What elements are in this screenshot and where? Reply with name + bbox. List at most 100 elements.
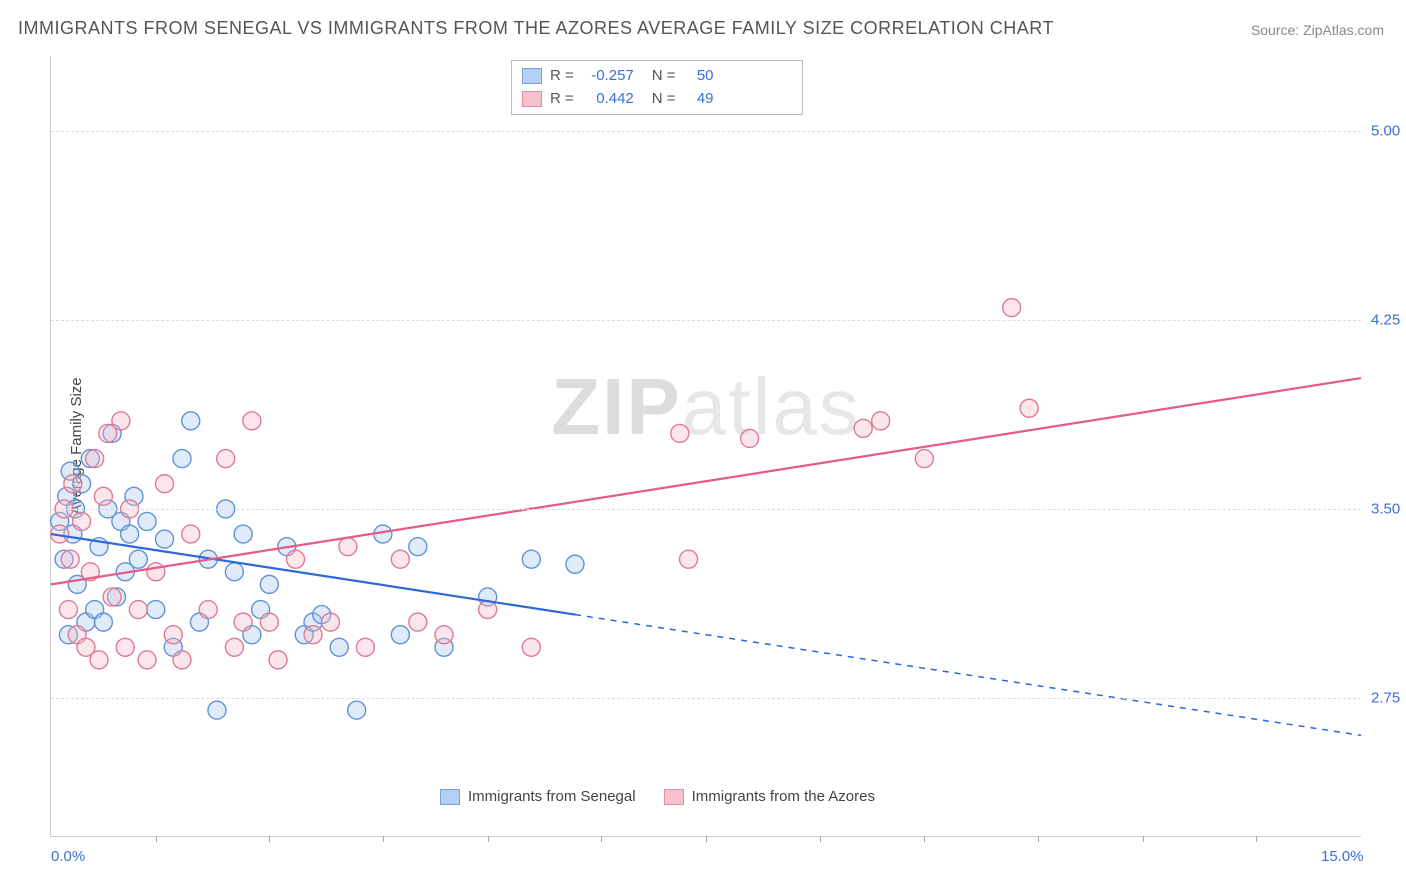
data-point xyxy=(103,588,121,606)
data-point xyxy=(199,601,217,619)
data-point xyxy=(129,601,147,619)
gridline xyxy=(51,509,1361,510)
data-point xyxy=(138,651,156,669)
legend-n-label: N = xyxy=(652,65,676,88)
bottom-legend: Immigrants from Senegal Immigrants from t… xyxy=(440,788,875,805)
data-point xyxy=(356,638,374,656)
source-link[interactable]: ZipAtlas.com xyxy=(1303,22,1384,38)
data-point xyxy=(73,512,91,530)
legend-r-value: 0.442 xyxy=(582,88,634,111)
data-point xyxy=(339,538,357,556)
x-tick-mark xyxy=(1038,836,1039,842)
chart-svg xyxy=(51,56,1361,836)
data-point xyxy=(348,701,366,719)
x-tick-mark xyxy=(488,836,489,842)
data-point xyxy=(741,429,759,447)
legend-stats-row: R = 0.442 N = 49 xyxy=(522,88,792,111)
data-point xyxy=(182,412,200,430)
data-point xyxy=(321,613,339,631)
data-point xyxy=(680,550,698,568)
legend-series-name: Immigrants from Senegal xyxy=(468,788,636,805)
y-tick-label: 4.25 xyxy=(1371,312,1400,329)
x-tick-mark xyxy=(924,836,925,842)
legend-r-label: R = xyxy=(550,88,574,111)
data-point xyxy=(208,701,226,719)
data-point xyxy=(156,530,174,548)
data-point xyxy=(147,563,165,581)
data-point xyxy=(522,550,540,568)
x-tick-label: 15.0% xyxy=(1321,848,1364,865)
legend-swatch xyxy=(522,68,542,84)
data-point xyxy=(391,626,409,644)
legend-item: Immigrants from the Azores xyxy=(664,788,875,805)
y-tick-label: 5.00 xyxy=(1371,123,1400,140)
data-point xyxy=(854,419,872,437)
x-tick-mark xyxy=(1143,836,1144,842)
data-point xyxy=(116,638,134,656)
legend-item: Immigrants from Senegal xyxy=(440,788,636,805)
data-point xyxy=(479,601,497,619)
data-point xyxy=(86,450,104,468)
data-point xyxy=(61,550,79,568)
data-point xyxy=(1003,299,1021,317)
data-point xyxy=(112,412,130,430)
data-point xyxy=(243,412,261,430)
data-point xyxy=(234,613,252,631)
plot-area: ZIPatlas R =-0.257N =50R =0.442N =49 2.7… xyxy=(50,56,1361,837)
regression-line-dashed xyxy=(575,615,1361,736)
data-point xyxy=(915,450,933,468)
x-tick-mark xyxy=(820,836,821,842)
data-point xyxy=(872,412,890,430)
data-point xyxy=(59,601,77,619)
legend-swatch xyxy=(664,789,684,805)
data-point xyxy=(391,550,409,568)
gridline xyxy=(51,320,1361,321)
legend-n-label: N = xyxy=(652,88,676,111)
data-point xyxy=(64,475,82,493)
data-point xyxy=(330,638,348,656)
data-point xyxy=(409,538,427,556)
data-point xyxy=(260,575,278,593)
gridline xyxy=(51,131,1361,132)
data-point xyxy=(90,651,108,669)
data-point xyxy=(156,475,174,493)
x-tick-mark xyxy=(1256,836,1257,842)
legend-series-name: Immigrants from the Azores xyxy=(692,788,875,805)
data-point xyxy=(182,525,200,543)
data-point xyxy=(173,450,191,468)
legend-n-value: 49 xyxy=(684,88,714,111)
data-point xyxy=(225,563,243,581)
data-point xyxy=(260,613,278,631)
regression-line xyxy=(51,378,1361,584)
data-point xyxy=(147,601,165,619)
x-tick-mark xyxy=(156,836,157,842)
data-point xyxy=(121,525,139,543)
legend-stats-box: R =-0.257N =50R =0.442N =49 xyxy=(511,60,803,115)
legend-n-value: 50 xyxy=(684,65,714,88)
legend-stats-row: R =-0.257N =50 xyxy=(522,65,792,88)
chart-title: IMMIGRANTS FROM SENEGAL VS IMMIGRANTS FR… xyxy=(18,18,1054,39)
x-tick-mark xyxy=(706,836,707,842)
data-point xyxy=(173,651,191,669)
source-label: Source: xyxy=(1251,22,1299,38)
data-point xyxy=(287,550,305,568)
data-point xyxy=(234,525,252,543)
data-point xyxy=(409,613,427,631)
data-point xyxy=(129,550,147,568)
data-point xyxy=(269,651,287,669)
data-point xyxy=(94,487,112,505)
x-tick-label: 0.0% xyxy=(51,848,85,865)
data-point xyxy=(94,613,112,631)
x-tick-mark xyxy=(383,836,384,842)
legend-swatch xyxy=(522,91,542,107)
legend-r-label: R = xyxy=(550,65,574,88)
y-tick-label: 3.50 xyxy=(1371,500,1400,517)
data-point xyxy=(566,555,584,573)
data-point xyxy=(164,626,182,644)
y-tick-label: 2.75 xyxy=(1371,689,1400,706)
gridline xyxy=(51,698,1361,699)
data-point xyxy=(225,638,243,656)
data-point xyxy=(1020,399,1038,417)
x-tick-mark xyxy=(269,836,270,842)
data-point xyxy=(217,450,235,468)
